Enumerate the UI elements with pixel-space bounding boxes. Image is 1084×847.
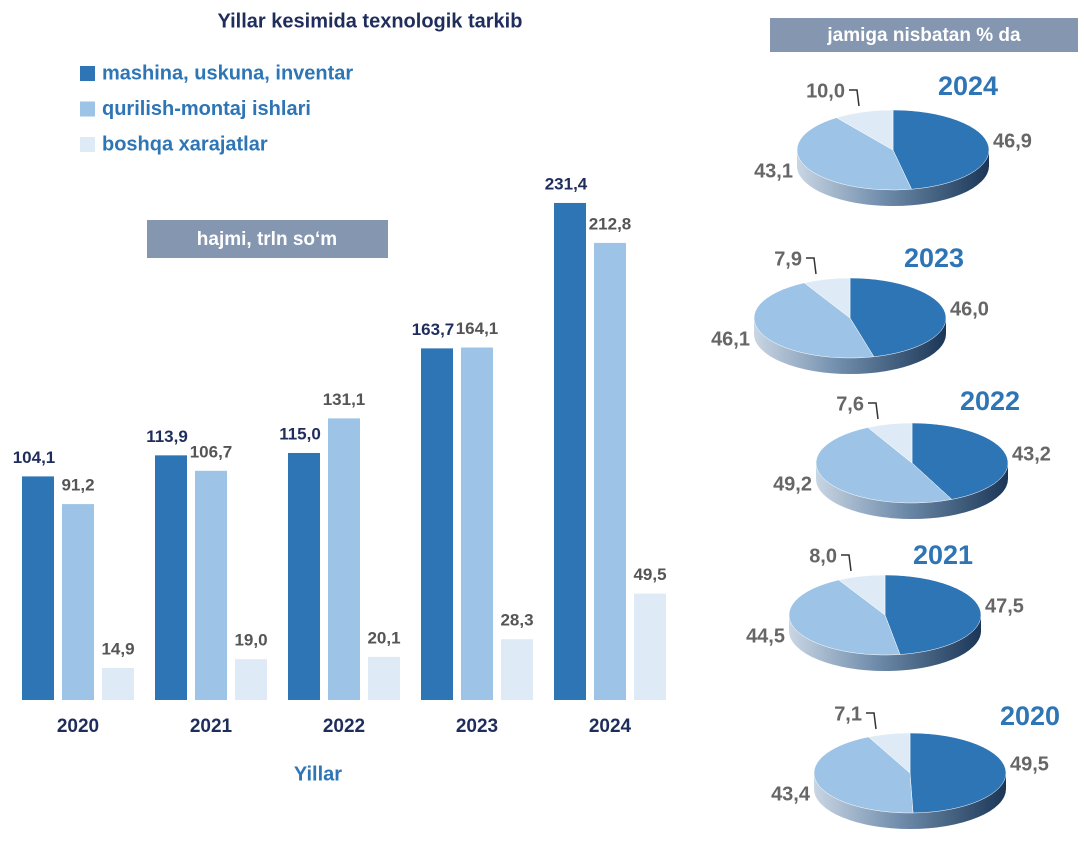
pie-title: 2020 [1000, 701, 1060, 731]
bar [594, 242, 626, 701]
bar [421, 348, 453, 700]
value-label: 231,4 [545, 174, 588, 193]
pie-slice [803, 277, 851, 319]
x-tick-label: 2021 [190, 716, 233, 737]
bar [634, 593, 666, 700]
value-label: 7,6 [836, 393, 864, 415]
value-label: 106,7 [190, 442, 233, 461]
leader-line [849, 89, 860, 107]
value-label: 7,9 [774, 248, 802, 270]
bar [368, 656, 400, 700]
pie-slice [911, 422, 1009, 500]
bar [22, 476, 54, 700]
pie-slice [788, 579, 901, 656]
value-label: 8,0 [809, 545, 837, 567]
value-label: 14,9 [101, 639, 134, 658]
bar [288, 452, 320, 700]
pie-slice [813, 736, 914, 814]
pie-slice [838, 574, 886, 616]
pie-slice [796, 117, 912, 191]
value-label: 46,1 [711, 328, 750, 350]
value-label: 163,7 [412, 320, 455, 339]
value-label: 49,5 [1010, 753, 1049, 775]
caption-box [770, 18, 1078, 52]
pie-caption: jamiga nisbatan % da [826, 25, 1021, 46]
bar [501, 639, 533, 700]
bar [461, 347, 493, 700]
bar [328, 418, 360, 700]
value-label: 46,9 [993, 130, 1032, 152]
subtitle: hajmi, trln so‘m [197, 229, 337, 250]
legend-label: boshqa xarajatlar [102, 133, 268, 155]
pie-slice [815, 427, 953, 504]
leader-line [868, 402, 879, 420]
value-label: 113,9 [146, 427, 188, 446]
pie-title: 2022 [960, 386, 1020, 416]
value-label: 212,8 [589, 214, 632, 233]
value-label: 7,1 [834, 703, 862, 725]
pie-title: 2023 [904, 243, 964, 273]
legend-label: mashina, uskuna, inventar [102, 62, 353, 84]
value-label: 104,1 [13, 448, 56, 467]
pie-title: 2024 [938, 71, 998, 101]
value-label: 43,2 [1012, 443, 1051, 465]
x-axis-label: Yillar [294, 763, 342, 785]
value-label: 43,4 [771, 783, 811, 805]
chart-title: Yillar kesimida texnologik tarkib [218, 10, 523, 32]
pie-slice [849, 277, 947, 358]
value-label: 46,0 [950, 298, 989, 320]
bar [235, 659, 267, 700]
value-label: 10,0 [806, 80, 845, 102]
value-label: 43,1 [754, 160, 793, 182]
subtitle-box [147, 220, 388, 258]
pie-slice [867, 422, 913, 464]
pie-title: 2021 [913, 540, 973, 570]
value-label: 19,0 [234, 631, 267, 650]
leader-line [841, 554, 852, 572]
value-label: 44,5 [746, 625, 785, 647]
value-label: 47,5 [985, 595, 1024, 617]
value-label: 49,5 [633, 565, 666, 584]
bar [195, 470, 227, 700]
value-label: 28,3 [500, 611, 533, 630]
pie-slice [909, 732, 1007, 814]
bar [155, 455, 187, 700]
x-tick-label: 2023 [456, 716, 498, 737]
leader-line [806, 257, 817, 275]
pie-slice [835, 109, 894, 151]
bar [554, 202, 586, 700]
legend-swatch [80, 66, 95, 81]
pie-slice [753, 282, 875, 359]
value-label: 164,1 [456, 319, 499, 338]
leader-line [866, 712, 877, 730]
x-tick-label: 2022 [323, 716, 365, 737]
value-label: 20,1 [367, 628, 400, 647]
x-tick-label: 2020 [57, 716, 99, 737]
pie-slice [892, 109, 990, 190]
value-label: 131,1 [323, 390, 366, 409]
pie-slice [868, 732, 911, 774]
bar [102, 667, 134, 700]
legend-label: qurilish-montaj ishlari [102, 98, 311, 120]
bar [62, 504, 94, 700]
x-tick-label: 2024 [589, 716, 632, 737]
legend-swatch [80, 101, 95, 117]
pie-slice [884, 574, 982, 655]
value-label: 49,2 [773, 473, 812, 495]
legend-swatch [80, 137, 95, 152]
value-label: 91,2 [61, 476, 94, 495]
value-label: 115,0 [279, 424, 321, 443]
